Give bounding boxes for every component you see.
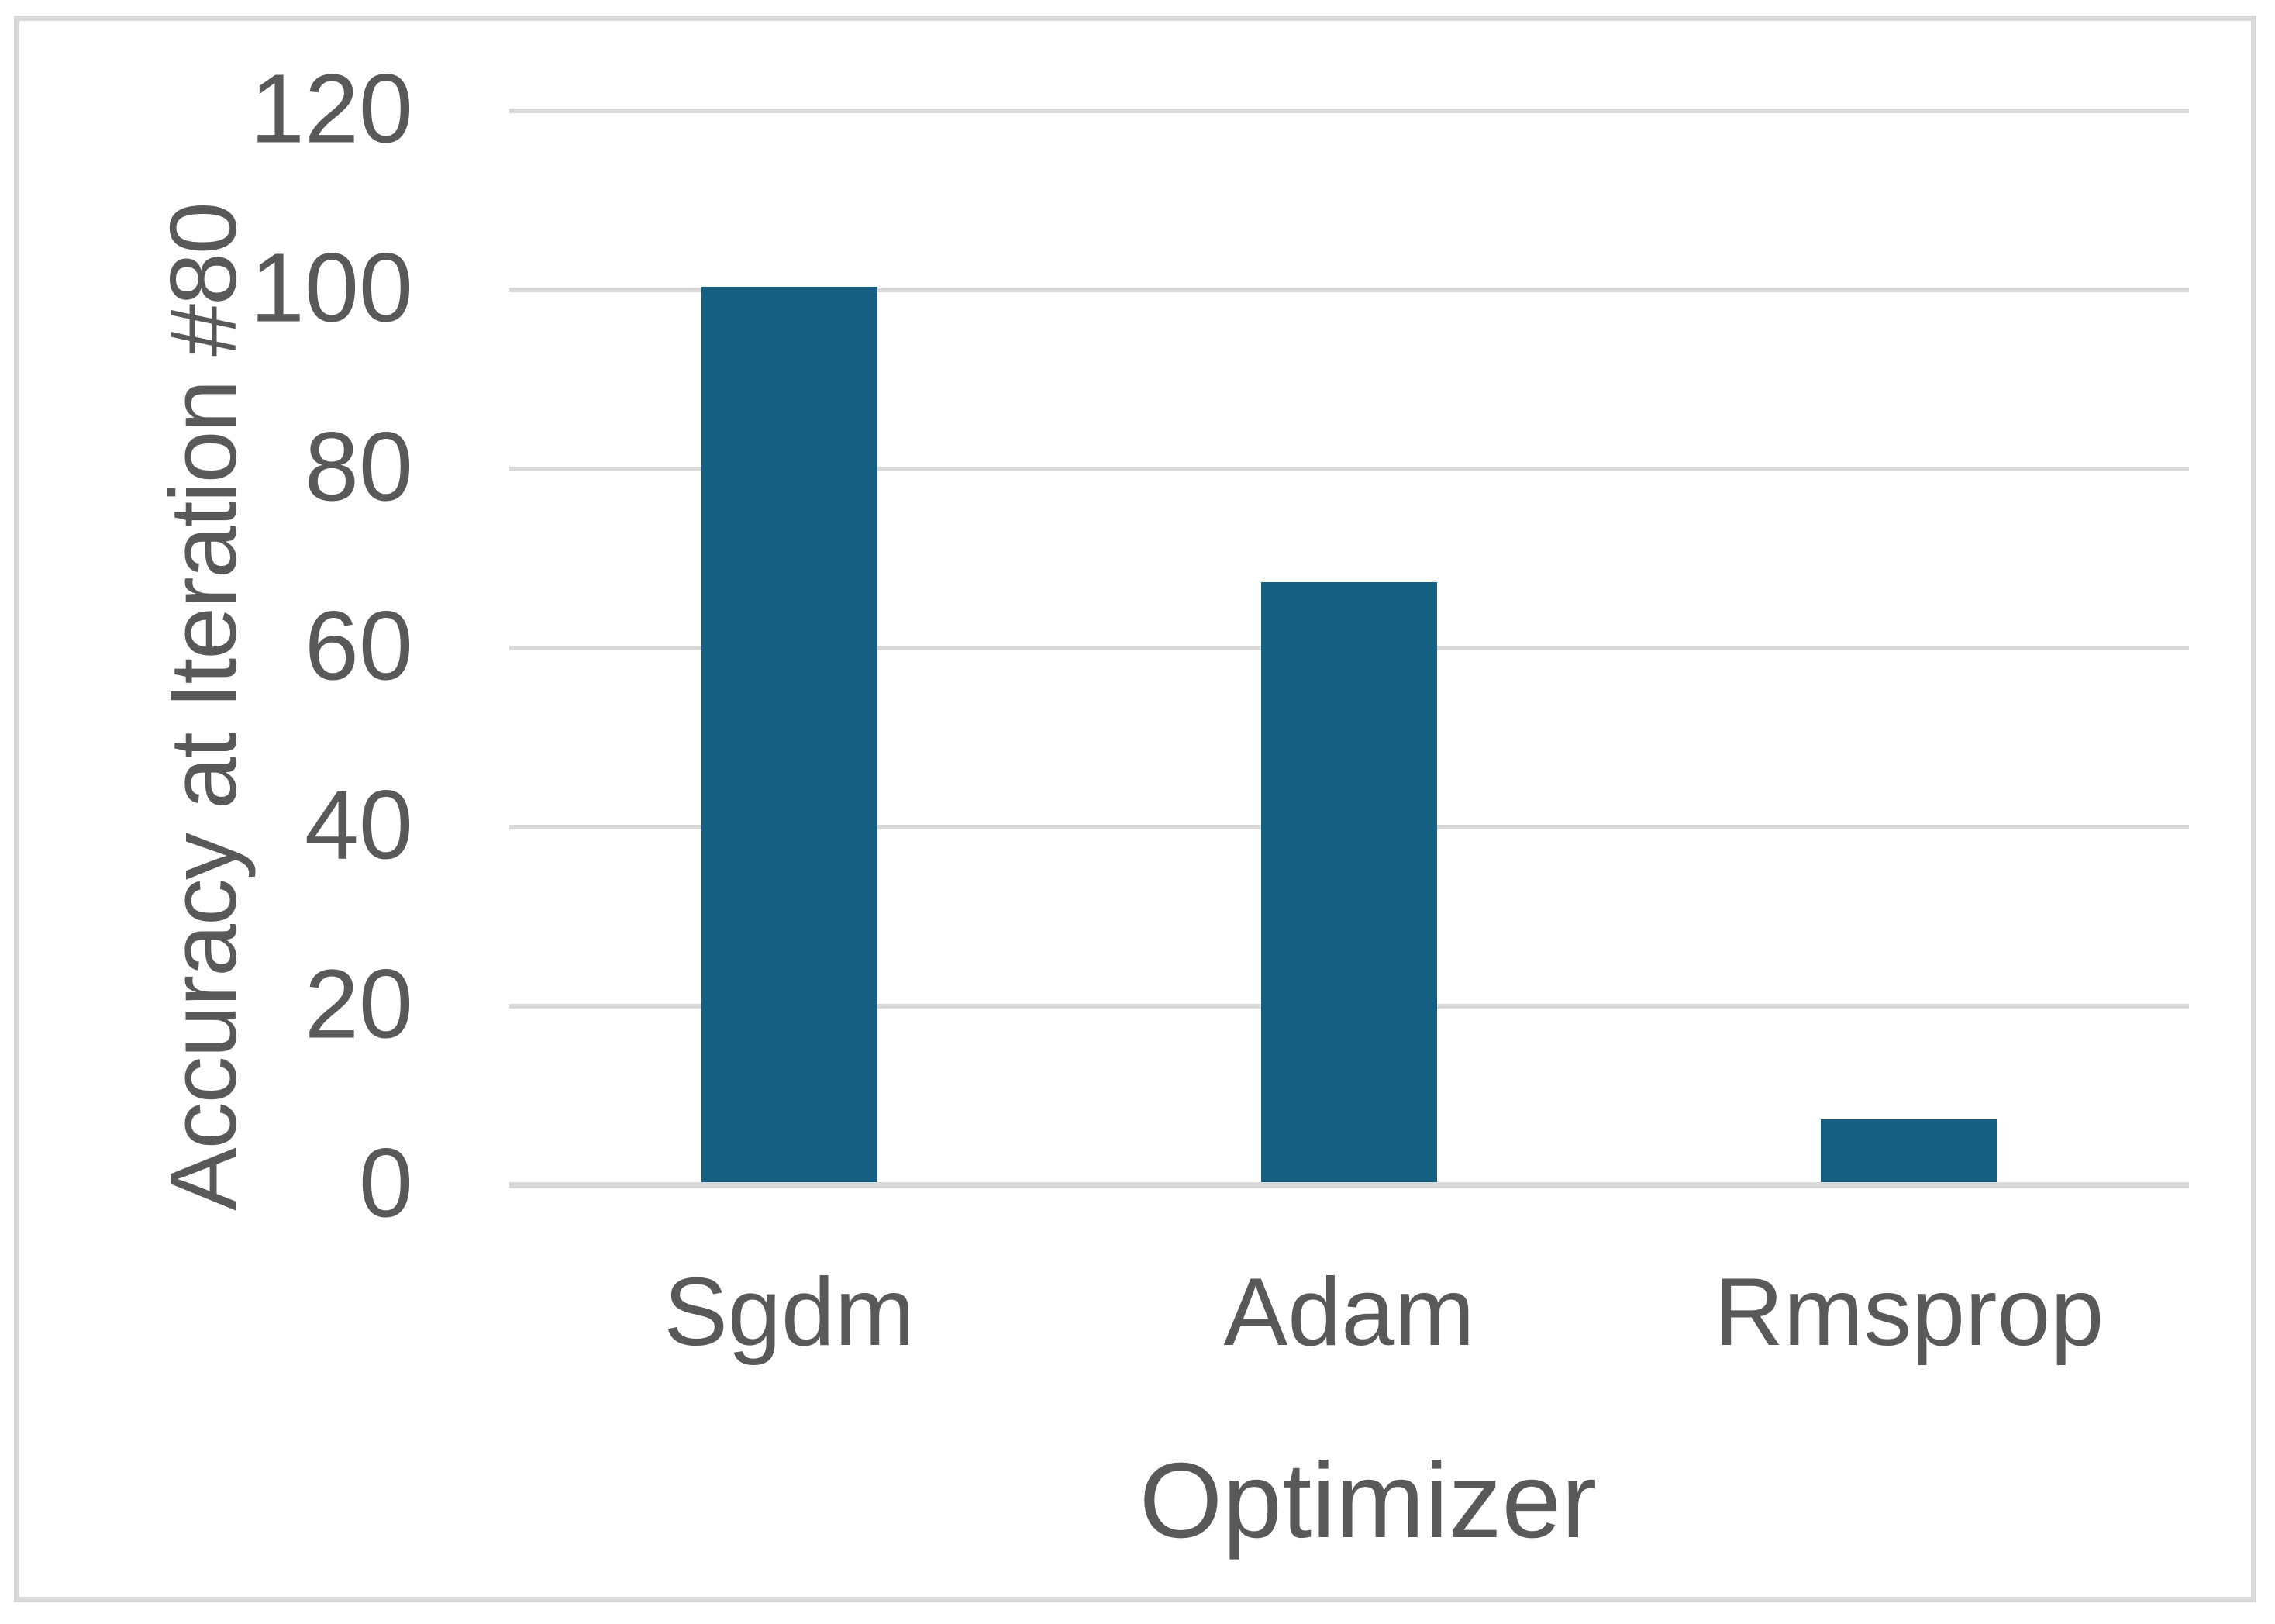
- gridline: [509, 288, 2189, 292]
- chart-frame: Accuracy at Iteration #80 Optimizer: [14, 16, 2256, 1602]
- y-axis-title: Accuracy at Iteration #80: [150, 203, 256, 1211]
- y-tick-label: 100: [250, 233, 413, 343]
- y-tick-label: 0: [358, 1128, 413, 1238]
- gridline: [509, 467, 2189, 471]
- bar-adam: [1261, 582, 1437, 1182]
- x-category-label-rmsprop: Rmsprop: [1714, 1259, 2104, 1366]
- x-axis-title: Optimizer: [1139, 1441, 1598, 1560]
- x-category-label-sgdm: Sgdm: [664, 1259, 915, 1366]
- bar-rmsprop: [1821, 1119, 1998, 1182]
- gridline: [509, 109, 2189, 113]
- y-tick-label: 60: [304, 591, 413, 701]
- y-tick-label: 80: [304, 412, 413, 522]
- bar-sgdm: [701, 287, 877, 1182]
- y-tick-label: 40: [304, 770, 413, 880]
- plot-area: [509, 109, 2189, 1188]
- y-tick-label: 20: [304, 949, 413, 1059]
- y-tick-label: 120: [250, 53, 413, 164]
- x-category-label-adam: Adam: [1223, 1259, 1475, 1366]
- x-axis-line: [509, 1182, 2189, 1188]
